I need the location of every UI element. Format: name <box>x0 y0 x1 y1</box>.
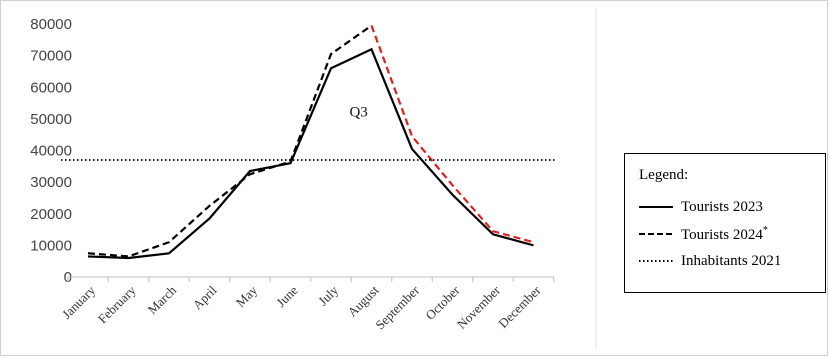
series-line-tourists-2024 <box>87 24 373 258</box>
series-line-tourists-2024-highlight <box>370 25 534 244</box>
x-tick-label: May <box>233 282 261 310</box>
legend-label: Inhabitants 2021 <box>681 252 782 269</box>
x-tick-label: February <box>95 282 139 326</box>
x-tick-label: July <box>315 282 341 308</box>
x-tick-label: October <box>422 282 463 323</box>
legend-entry-tourists-2024: Tourists 2024* <box>639 224 768 244</box>
series-line-tourists-2023 <box>87 47 534 260</box>
x-tick-label: June <box>273 282 301 310</box>
legend-entry-inhabitants-2021: Inhabitants 2021 <box>639 251 781 271</box>
y-tick-label: 40000 <box>30 143 72 160</box>
annotation-label: Q3 <box>349 105 367 121</box>
legend-swatch-dashed <box>639 233 673 235</box>
legend-label: Tourists 2024* <box>681 224 768 243</box>
x-tick-label: August <box>344 282 381 319</box>
x-tick-label: January <box>59 282 99 322</box>
x-tick-label: April <box>190 282 220 312</box>
legend: Legend: Tourists 2023 Tourists 2024* Inh… <box>624 153 826 293</box>
x-tick-label: December <box>495 282 544 331</box>
x-tick-label: March <box>145 282 180 317</box>
legend-label: Tourists 2023 <box>681 198 763 215</box>
x-tick-label: September <box>372 282 422 332</box>
legend-title: Legend: <box>639 167 689 183</box>
y-tick-label: 20000 <box>30 206 72 223</box>
y-tick-label: 30000 <box>30 174 72 191</box>
y-tick-label: 60000 <box>30 79 72 96</box>
y-tick-label: 50000 <box>30 111 72 128</box>
legend-swatch-solid <box>639 206 673 208</box>
legend-swatch-dotted <box>639 260 673 262</box>
x-tick-label: November <box>454 282 504 332</box>
y-tick-label: 80000 <box>30 16 72 33</box>
legend-entry-tourists-2023: Tourists 2023 <box>639 197 763 217</box>
y-tick-label: 10000 <box>30 237 72 254</box>
y-tick-label: 70000 <box>30 48 72 65</box>
